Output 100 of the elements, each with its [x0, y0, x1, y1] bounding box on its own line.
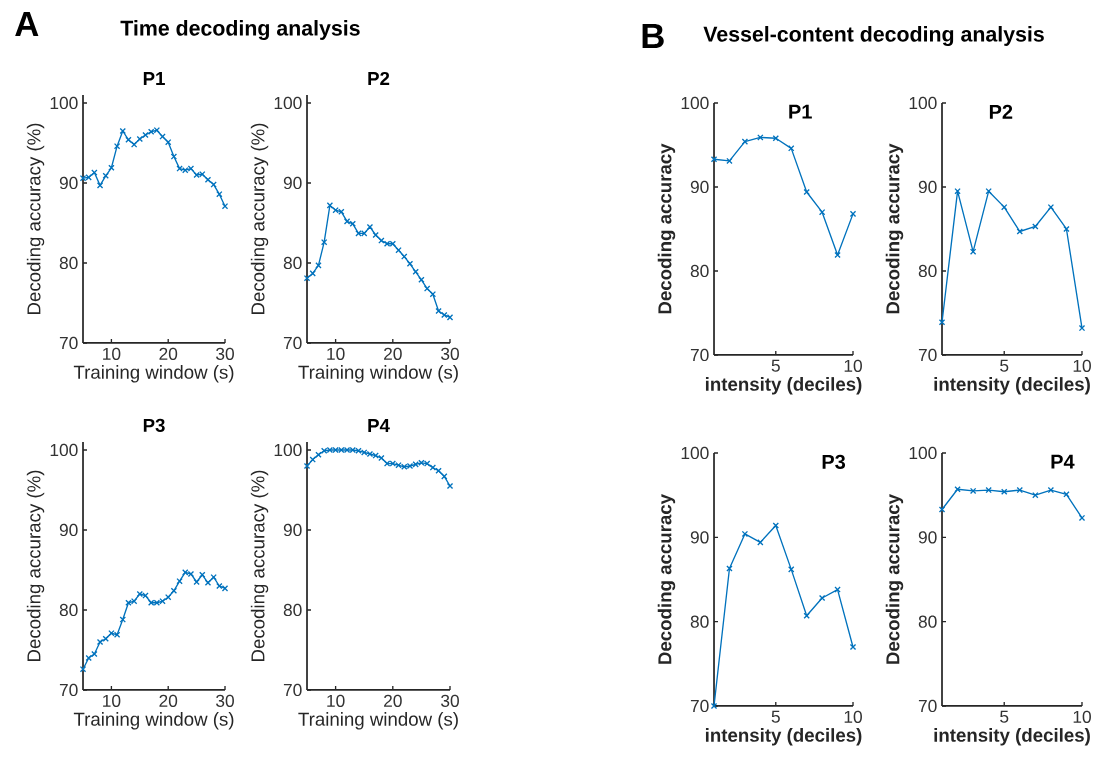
y-tick-label: 80 — [918, 264, 937, 278]
y-axis-title: Decoding accuracy — [657, 494, 676, 664]
x-tick-label: 5 — [1000, 710, 1009, 723]
point — [216, 190, 223, 198]
point — [726, 157, 733, 165]
y-tick-label: 90 — [918, 180, 937, 194]
x-axis-title: intensity (deciles) — [934, 377, 1090, 395]
point — [119, 616, 126, 623]
x-tick-label: 30 — [216, 694, 234, 707]
point — [788, 145, 795, 152]
point — [1063, 491, 1070, 498]
y-tick-label: 70 — [690, 699, 709, 713]
x-tick-label: 5 — [1000, 359, 1009, 372]
y-axis-title: Decoding accuracy (%) — [250, 470, 269, 661]
point — [1016, 486, 1023, 494]
point — [985, 486, 992, 494]
x-tick-label: 30 — [441, 694, 459, 707]
x-tick-label: 5 — [771, 710, 780, 723]
y-tick-label: 90 — [690, 180, 709, 194]
point — [757, 134, 764, 141]
x-tick-label: 10 — [844, 359, 862, 372]
y-tick-label: 80 — [283, 256, 302, 270]
chart-title: P1 — [143, 72, 165, 85]
point — [326, 202, 334, 209]
point — [309, 270, 316, 277]
y-axis-title: Decoding accuracy (%) — [250, 123, 269, 314]
chart-title: P2 — [368, 71, 390, 85]
y-tick-label: 100 — [274, 96, 302, 110]
point — [1078, 514, 1086, 522]
point — [170, 587, 178, 594]
point — [372, 231, 379, 239]
point — [435, 307, 442, 315]
x-tick-label: 20 — [159, 694, 178, 707]
point — [969, 248, 977, 255]
point — [85, 654, 92, 662]
x-tick-label: 20 — [384, 347, 402, 360]
point — [1078, 324, 1086, 332]
chart-title: P4 — [1051, 454, 1075, 469]
x-tick-label: 10 — [103, 347, 121, 360]
text: A — [15, 12, 39, 36]
point — [79, 665, 87, 673]
point — [710, 156, 718, 163]
point — [170, 153, 178, 160]
x-tick-label: 5 — [771, 359, 780, 372]
point — [772, 522, 779, 529]
y-tick-label: 70 — [59, 336, 78, 350]
y-tick-label: 70 — [918, 348, 937, 362]
y-tick-label: 80 — [283, 603, 302, 617]
x-tick-label: 20 — [159, 347, 178, 360]
y-axis-title: Decoding accuracy — [885, 494, 904, 664]
point — [418, 276, 425, 283]
x-axis-title: Training window (s) — [73, 712, 234, 730]
point — [849, 210, 857, 218]
point — [985, 187, 992, 195]
chart-title: P2 — [989, 104, 1013, 119]
y-axis-title: Decoding accuracy — [657, 143, 676, 314]
point — [91, 650, 98, 658]
chart-title: P4 — [368, 419, 390, 432]
point — [315, 451, 322, 458]
point — [176, 577, 183, 585]
x-tick-label: 10 — [844, 710, 862, 723]
y-tick-label: 100 — [681, 446, 709, 460]
y-tick-label: 90 — [918, 531, 937, 544]
point — [210, 181, 217, 188]
y-tick-label: 70 — [283, 683, 302, 697]
point — [938, 506, 946, 513]
x-tick-label: 10 — [103, 694, 121, 707]
y-tick-label: 90 — [690, 531, 709, 544]
x-tick-label: 10 — [1073, 710, 1091, 723]
point — [803, 188, 810, 196]
y-tick-label: 90 — [59, 523, 78, 537]
y-tick-label: 90 — [59, 176, 78, 190]
y-axis-title: Decoding accuracy (%) — [26, 123, 45, 314]
y-tick-label: 100 — [50, 443, 78, 457]
point — [401, 253, 408, 260]
x-axis-title: Training window (s) — [298, 365, 458, 383]
y-tick-label: 100 — [681, 96, 709, 110]
text: Time decoding analysis — [120, 20, 360, 40]
y-tick-label: 100 — [909, 96, 937, 110]
point — [204, 579, 212, 587]
chart-title: P3 — [822, 454, 846, 469]
chart-title: P1 — [789, 104, 812, 119]
point — [803, 612, 810, 619]
point — [412, 268, 419, 275]
x-tick-label: 10 — [1073, 359, 1091, 372]
point — [199, 571, 206, 578]
y-tick-label: 90 — [283, 523, 302, 537]
y-tick-label: 100 — [50, 96, 78, 110]
point — [1016, 228, 1023, 235]
y-tick-label: 100 — [909, 446, 937, 460]
point — [1063, 225, 1070, 233]
point — [136, 135, 144, 143]
point — [108, 164, 115, 171]
point — [1032, 223, 1039, 230]
x-tick-label: 10 — [327, 347, 345, 360]
point — [406, 260, 414, 268]
point — [818, 208, 826, 216]
point — [125, 136, 132, 144]
point — [954, 486, 961, 493]
y-tick-label: 70 — [283, 336, 302, 350]
